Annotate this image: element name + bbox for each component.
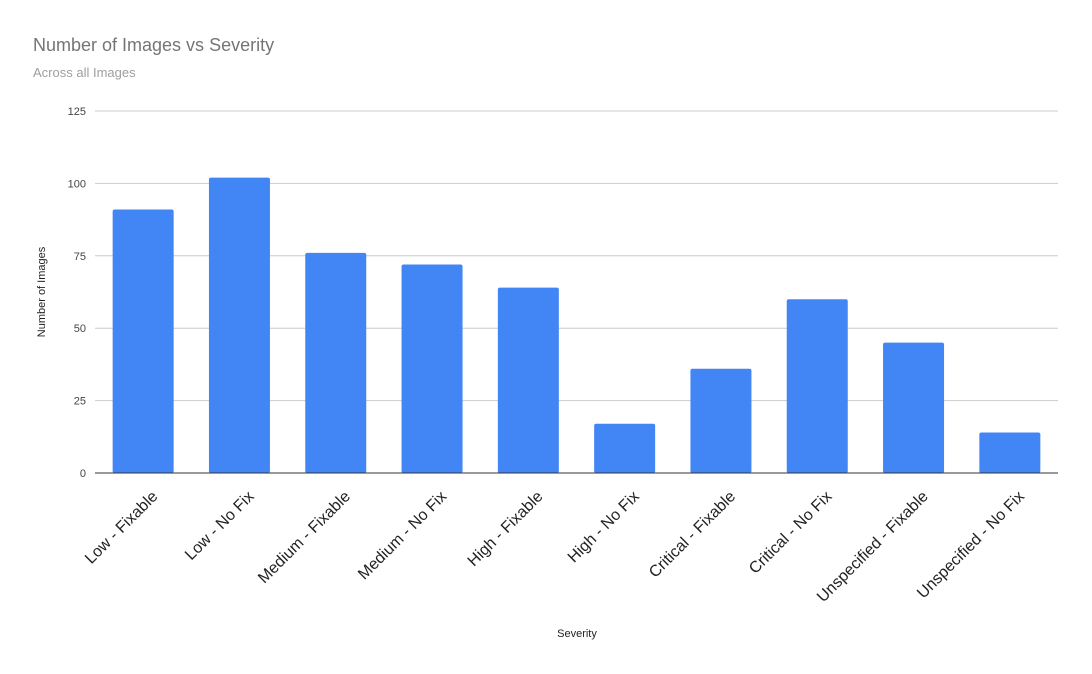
x-category-label: High - Fixable xyxy=(465,488,547,570)
chart-subtitle: Across all Images xyxy=(33,65,136,80)
y-tick-label: 50 xyxy=(74,323,86,335)
bar xyxy=(594,423,656,473)
bar xyxy=(786,299,848,473)
bar xyxy=(208,177,270,473)
x-category-label: Medium - No Fix xyxy=(355,488,450,583)
bars xyxy=(112,177,1041,474)
x-category-label: Low - No Fix xyxy=(182,488,258,564)
y-tick-label: 75 xyxy=(74,251,86,263)
bar xyxy=(979,432,1041,473)
y-axis-title: Number of Images xyxy=(36,246,48,337)
x-category-label: Unspecified - Fixable xyxy=(814,488,932,606)
bar xyxy=(112,209,174,474)
x-category-label: Unspecified - No Fix xyxy=(914,488,1028,602)
y-tick-label: 25 xyxy=(74,396,86,408)
bar xyxy=(305,252,367,473)
x-category-label: Medium - Fixable xyxy=(255,488,354,587)
x-category-label: High - No Fix xyxy=(565,488,643,566)
y-tick-label: 0 xyxy=(80,468,86,480)
y-tick-label: 125 xyxy=(68,106,86,118)
y-tick-label: 100 xyxy=(68,178,86,190)
x-category-label: Critical - No Fix xyxy=(746,488,835,577)
bar xyxy=(497,287,559,473)
x-category-label: Critical - Fixable xyxy=(646,488,739,581)
bar xyxy=(883,342,945,473)
bar xyxy=(690,368,752,473)
chart-title: Number of Images vs Severity xyxy=(33,35,275,55)
bar xyxy=(401,264,463,473)
x-axis-title: Severity xyxy=(557,628,597,640)
y-axis-ticks: 0 25 50 75 100 125 xyxy=(68,106,86,480)
x-category-label: Low - Fixable xyxy=(82,488,161,567)
